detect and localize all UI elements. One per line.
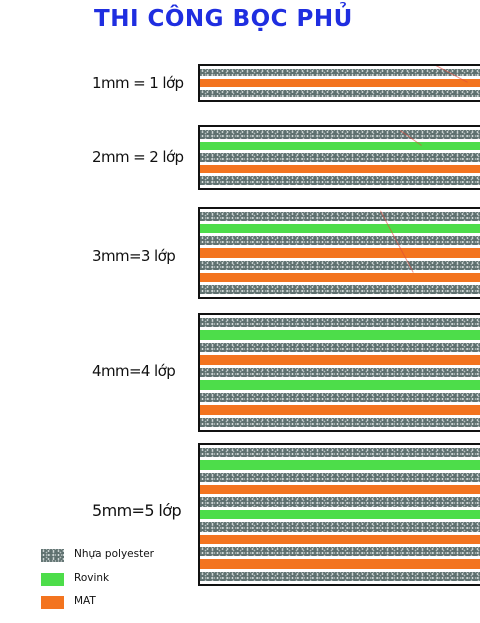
layer-resin <box>200 212 480 222</box>
layer-resin <box>200 89 480 97</box>
layer-mat <box>200 559 480 569</box>
layer-resin <box>200 318 480 328</box>
row-label-4mm: 4mm=4 lớp <box>92 362 176 380</box>
layer-roving <box>200 380 480 390</box>
layer-resin <box>200 260 480 270</box>
legend-swatch-mat <box>41 596 64 609</box>
layer-stack-1mm <box>198 64 480 102</box>
layer-mat <box>200 79 480 87</box>
layer-resin <box>200 284 480 294</box>
layer-resin <box>200 69 480 77</box>
layer-resin <box>200 392 480 403</box>
layer-mat <box>200 355 480 365</box>
layer-roving <box>200 460 480 470</box>
layer-stack-4mm <box>198 313 480 432</box>
layer-mat <box>200 485 480 495</box>
layer-stack-2mm <box>198 125 480 190</box>
layer-resin <box>200 448 480 458</box>
layer-mat <box>200 248 480 258</box>
row-label-2mm: 2mm = 2 lớp <box>92 148 184 166</box>
row-label-5mm: 5mm=5 lớp <box>92 501 182 520</box>
layer-resin <box>200 176 480 185</box>
layer-roving <box>200 141 480 151</box>
layer-mat <box>200 164 480 174</box>
layer-resin <box>200 497 480 507</box>
layer-resin <box>200 546 480 557</box>
layer-resin <box>200 367 480 378</box>
layer-stack-5mm <box>198 443 480 586</box>
row-label-1mm: 1mm = 1 lớp <box>92 74 184 92</box>
legend-swatch-resin <box>41 549 64 562</box>
layer-stack-3mm <box>198 207 480 299</box>
legend-label-roving: Rovink <box>74 572 110 584</box>
layer-mat <box>200 405 480 415</box>
layer-roving <box>200 330 480 340</box>
layer-resin <box>200 522 480 532</box>
legend-swatch-roving <box>41 573 64 586</box>
row-label-3mm: 3mm=3 lớp <box>92 247 176 265</box>
layer-resin <box>200 571 480 581</box>
layer-resin <box>200 342 480 353</box>
layer-roving <box>200 224 480 234</box>
layer-resin <box>200 153 480 162</box>
layer-resin <box>200 417 480 427</box>
layer-roving <box>200 509 480 520</box>
layer-resin <box>200 236 480 246</box>
legend-label-resin: Nhựa polyester <box>74 548 154 560</box>
legend-label-mat: MAT <box>74 595 96 607</box>
layer-mat <box>200 534 480 544</box>
layer-mat <box>200 272 480 282</box>
layer-resin <box>200 130 480 139</box>
diagram-title: THI CÔNG BỌC PHỦ <box>94 6 353 32</box>
layer-resin <box>200 472 480 483</box>
